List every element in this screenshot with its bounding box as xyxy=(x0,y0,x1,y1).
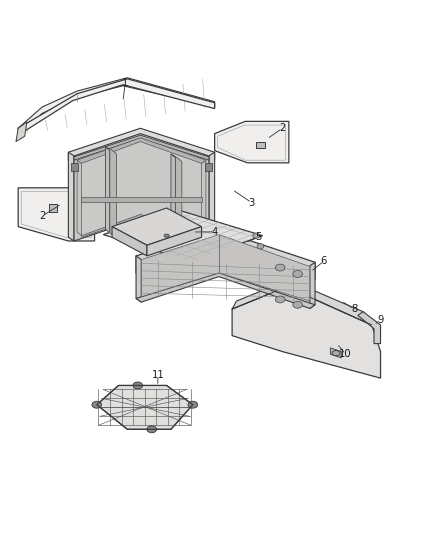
Polygon shape xyxy=(358,312,381,344)
Ellipse shape xyxy=(253,233,259,238)
Polygon shape xyxy=(141,235,310,301)
Text: 2: 2 xyxy=(39,211,46,221)
Polygon shape xyxy=(310,262,315,309)
Polygon shape xyxy=(106,147,110,233)
Ellipse shape xyxy=(257,244,264,249)
Polygon shape xyxy=(330,348,341,358)
Text: 8: 8 xyxy=(351,304,357,314)
Ellipse shape xyxy=(276,296,285,303)
Text: 10: 10 xyxy=(339,349,352,359)
Text: 5: 5 xyxy=(255,232,261,243)
Polygon shape xyxy=(136,273,315,309)
Polygon shape xyxy=(18,188,95,241)
Polygon shape xyxy=(74,134,209,241)
Polygon shape xyxy=(136,230,315,280)
Text: 4: 4 xyxy=(212,227,218,237)
Polygon shape xyxy=(201,160,206,236)
Polygon shape xyxy=(74,135,209,160)
Polygon shape xyxy=(147,227,201,256)
Ellipse shape xyxy=(164,234,169,237)
Polygon shape xyxy=(106,147,117,237)
Polygon shape xyxy=(256,142,265,149)
Polygon shape xyxy=(171,154,175,240)
Text: 11: 11 xyxy=(152,370,164,381)
Ellipse shape xyxy=(147,426,156,433)
Polygon shape xyxy=(112,227,147,256)
Polygon shape xyxy=(18,78,215,135)
Polygon shape xyxy=(71,163,78,171)
Polygon shape xyxy=(68,152,74,241)
Ellipse shape xyxy=(188,401,198,408)
Polygon shape xyxy=(81,214,201,237)
Polygon shape xyxy=(49,204,57,212)
Polygon shape xyxy=(77,160,81,236)
Polygon shape xyxy=(136,256,141,302)
Polygon shape xyxy=(205,163,212,171)
Polygon shape xyxy=(232,287,381,378)
Polygon shape xyxy=(68,128,215,160)
Ellipse shape xyxy=(133,382,143,389)
Text: 1: 1 xyxy=(122,78,128,88)
Ellipse shape xyxy=(293,270,302,277)
Text: 3: 3 xyxy=(249,198,255,208)
Ellipse shape xyxy=(332,351,340,356)
Polygon shape xyxy=(103,209,263,261)
Polygon shape xyxy=(232,280,372,325)
Polygon shape xyxy=(97,385,193,429)
Text: 6: 6 xyxy=(321,256,327,266)
Ellipse shape xyxy=(293,301,302,308)
Ellipse shape xyxy=(92,401,102,408)
Polygon shape xyxy=(77,138,206,164)
Polygon shape xyxy=(18,79,215,135)
Polygon shape xyxy=(16,122,27,142)
Polygon shape xyxy=(215,122,289,163)
Polygon shape xyxy=(209,152,215,241)
Polygon shape xyxy=(171,154,182,244)
Text: 9: 9 xyxy=(378,314,384,325)
Ellipse shape xyxy=(276,264,285,271)
Polygon shape xyxy=(112,208,201,245)
Text: 2: 2 xyxy=(279,123,286,133)
Polygon shape xyxy=(81,197,201,201)
